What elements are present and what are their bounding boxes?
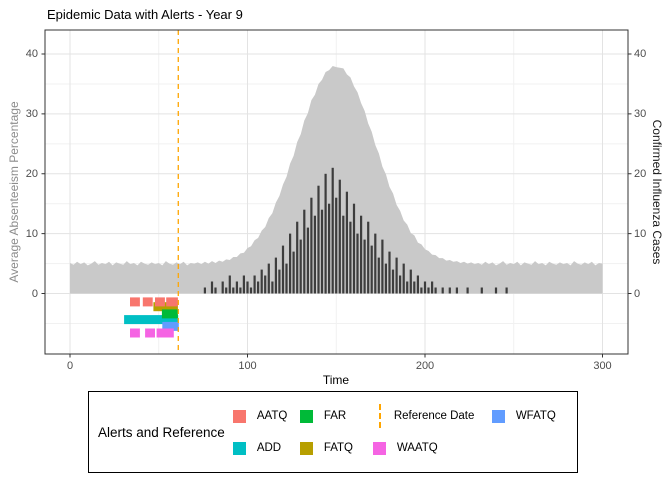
legend-key-dashed-line-icon: [378, 404, 383, 428]
legend-key-swatch: [232, 409, 246, 423]
legend-item-fatq: FATQ: [299, 433, 373, 463]
y-tick-label-left: 30: [25, 107, 38, 120]
legend-item-aatq: AATQ: [232, 401, 300, 431]
legend-item-wfatq: WFATQ: [491, 401, 556, 431]
legend-item-label: FATQ: [323, 442, 354, 454]
legend-item-reference-date: Reference Date: [373, 401, 492, 431]
panel-border: [44, 29, 629, 355]
y-tick-label-right: 40: [634, 48, 647, 60]
legend-key-swatch: [372, 441, 386, 455]
y-tick-label-right: 10: [634, 227, 647, 240]
alert-marks-aatq: [130, 297, 178, 307]
legend-item-label: WFATQ: [515, 410, 556, 422]
legend-item-label: ADD: [256, 442, 282, 454]
legend-title: Alerts and Reference: [98, 424, 225, 440]
legend-item-add: ADD: [232, 433, 300, 463]
legend-key-swatch: [491, 409, 505, 423]
y-tick-label-left: 20: [25, 167, 38, 180]
alert-marks-fatq: [153, 302, 178, 312]
legend-item-label: FAR: [323, 410, 347, 422]
y-tick-label-left: 0: [31, 287, 38, 300]
alert-marks-waatq: [130, 328, 174, 338]
x-tick-label: 0: [66, 360, 74, 372]
chart-title: Epidemic Data with Alerts - Year 9: [47, 7, 243, 22]
absenteeism-area: [70, 65, 603, 294]
legend-key-swatch: [299, 441, 313, 455]
legend-item-label: Reference Date: [393, 410, 475, 422]
alert-marks-wfatq: [162, 321, 179, 331]
legend-item-label: WAATQ: [396, 442, 438, 454]
legend-key-swatch: [299, 409, 313, 423]
legend-item-waatq: WAATQ: [372, 433, 492, 463]
legend: Alerts and Reference AATQ ADD FAR FATQ Refer…: [88, 391, 578, 473]
alert-marks-add: [124, 315, 179, 325]
y-axis-title-right: Confirmed Influenza Cases: [650, 119, 664, 265]
legend-items: AATQ ADD FAR FATQ Reference Date WAATQ WFATQ: [232, 400, 556, 464]
x-tick-label: 100: [238, 360, 257, 372]
y-tick-label-left: 40: [25, 48, 38, 60]
y-tick-label-left: 10: [25, 227, 38, 240]
x-tick-label: 300: [593, 360, 612, 372]
x-axis-title: Time: [322, 373, 350, 387]
y-axis-title-left: Average Absenteeism Percentage: [7, 101, 21, 283]
influenza-bars: [203, 167, 508, 294]
legend-item-far: FAR: [299, 401, 373, 431]
alert-marks-far: [161, 309, 178, 319]
y-tick-label-right: 20: [634, 167, 647, 180]
legend-key-swatch: [232, 441, 246, 455]
x-tick-label: 200: [415, 360, 435, 372]
y-tick-label-right: 0: [634, 287, 641, 300]
y-tick-label-right: 30: [634, 107, 647, 120]
legend-item-label: AATQ: [256, 410, 288, 422]
